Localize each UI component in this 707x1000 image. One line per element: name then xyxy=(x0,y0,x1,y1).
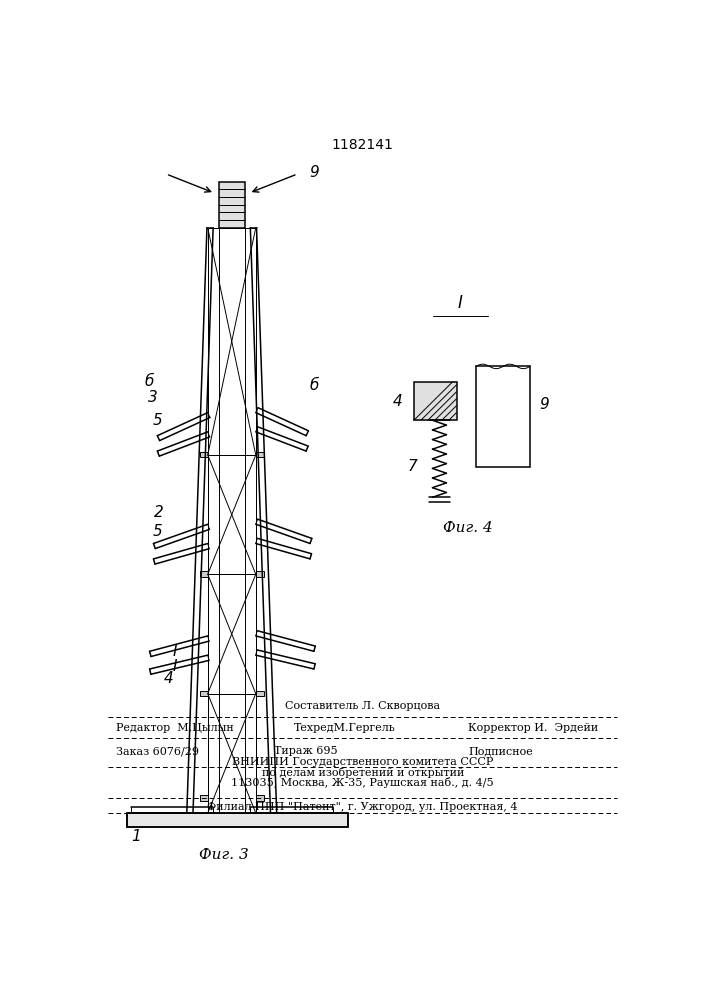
Bar xyxy=(127,813,348,827)
Text: 9: 9 xyxy=(309,165,319,180)
Text: 2: 2 xyxy=(154,505,163,520)
Text: Фиг. 3: Фиг. 3 xyxy=(199,848,249,862)
Text: 5: 5 xyxy=(152,524,162,539)
Text: 4: 4 xyxy=(164,671,174,686)
Text: Фиг. 4: Фиг. 4 xyxy=(443,521,493,535)
Bar xyxy=(200,691,208,696)
Text: Составитель Л. Скворцова: Составитель Л. Скворцова xyxy=(285,701,440,711)
Text: по делам изобретений и открытий: по делам изобретений и открытий xyxy=(262,767,464,778)
Text: Заказ 6076/29: Заказ 6076/29 xyxy=(115,746,199,756)
Text: б: б xyxy=(309,378,319,393)
Text: I: I xyxy=(173,644,177,659)
Bar xyxy=(200,795,208,801)
Text: Подписное: Подписное xyxy=(468,746,533,756)
Bar xyxy=(256,795,264,801)
Text: Филиал ППП "Патент", г. Ужгород, ул. Проектная, 4: Филиал ППП "Патент", г. Ужгород, ул. Про… xyxy=(207,802,518,812)
Bar xyxy=(256,691,264,696)
Text: I: I xyxy=(173,659,177,674)
Text: б: б xyxy=(145,374,154,389)
Text: 9: 9 xyxy=(539,397,549,412)
Bar xyxy=(218,182,245,228)
Text: ВНИИПИ Государственного комитета СССР: ВНИИПИ Государственного комитета СССР xyxy=(232,757,493,767)
Bar xyxy=(200,452,208,457)
Bar xyxy=(200,571,208,577)
Bar xyxy=(127,813,348,827)
Bar xyxy=(208,228,218,813)
Text: 4: 4 xyxy=(392,394,402,409)
Bar xyxy=(414,382,457,420)
Text: Тираж 695: Тираж 695 xyxy=(274,746,338,756)
Text: Редактор  М.Цылын: Редактор М.Цылын xyxy=(115,723,233,733)
Text: 3: 3 xyxy=(148,390,158,405)
Text: Корректор И.  Эрдейи: Корректор И. Эрдейи xyxy=(468,723,598,733)
Text: I: I xyxy=(458,294,463,312)
Text: 7: 7 xyxy=(407,459,417,474)
Text: 5: 5 xyxy=(152,413,162,428)
Text: ТехредМ.Гергель: ТехредМ.Гергель xyxy=(293,723,395,733)
Text: 1182141: 1182141 xyxy=(332,138,394,152)
Bar xyxy=(245,228,256,813)
Bar xyxy=(256,452,264,457)
Text: 113035, Москва, Ж-35, Раушская наб., д. 4/5: 113035, Москва, Ж-35, Раушская наб., д. … xyxy=(231,777,494,788)
Text: 1: 1 xyxy=(131,829,141,844)
Bar xyxy=(256,571,264,577)
Bar xyxy=(476,366,530,466)
